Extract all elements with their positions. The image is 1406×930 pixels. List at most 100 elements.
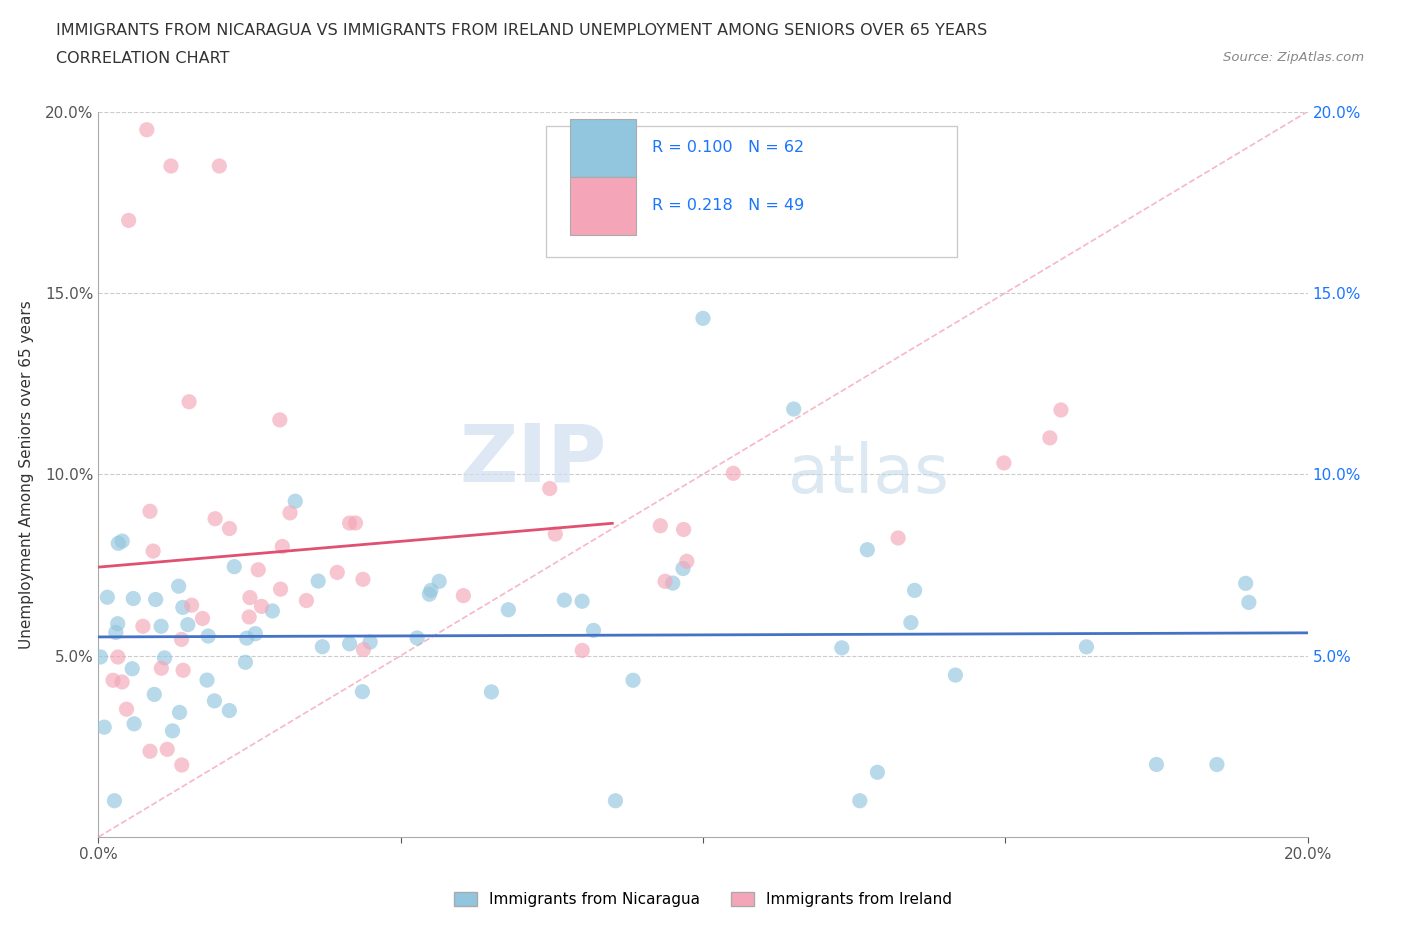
Y-axis label: Unemployment Among Seniors over 65 years: Unemployment Among Seniors over 65 years: [20, 300, 34, 649]
Point: [145, 592, 167, 607]
Point: [359, 634, 381, 649]
Point: [235, 631, 257, 645]
Point: [672, 522, 695, 537]
FancyBboxPatch shape: [546, 126, 957, 257]
Point: [160, 159, 183, 174]
Point: [650, 518, 672, 533]
Point: [107, 617, 129, 631]
Point: [284, 494, 307, 509]
Point: [218, 703, 240, 718]
Point: [571, 643, 593, 658]
Point: [172, 600, 194, 615]
Point: [849, 793, 872, 808]
Legend: Immigrants from Nicaragua, Immigrants from Ireland: Immigrants from Nicaragua, Immigrants fr…: [449, 885, 957, 913]
Text: R = 0.100   N = 62: R = 0.100 N = 62: [652, 140, 804, 155]
Point: [352, 684, 374, 699]
Point: [278, 506, 301, 521]
Point: [121, 661, 143, 676]
Point: [132, 618, 155, 633]
Point: [675, 554, 697, 569]
Point: [208, 159, 231, 174]
Point: [326, 565, 349, 579]
Point: [498, 603, 520, 618]
Point: [191, 611, 214, 626]
Text: atlas: atlas: [787, 442, 949, 507]
Point: [420, 583, 443, 598]
Point: [262, 604, 284, 618]
Point: [139, 744, 162, 759]
Point: [269, 413, 291, 428]
Point: [1234, 576, 1257, 591]
Point: [311, 639, 333, 654]
Point: [672, 561, 695, 576]
Point: [150, 660, 173, 675]
Point: [692, 311, 714, 325]
Point: [202, 694, 225, 709]
Point: [418, 587, 440, 602]
Point: [553, 592, 575, 607]
Point: [1076, 640, 1098, 655]
Point: [993, 456, 1015, 471]
Text: CORRELATION CHART: CORRELATION CHART: [56, 51, 229, 66]
Point: [866, 764, 889, 779]
Point: [139, 504, 162, 519]
Point: [427, 574, 450, 589]
Point: [150, 618, 173, 633]
Text: Source: ZipAtlas.com: Source: ZipAtlas.com: [1223, 51, 1364, 64]
Point: [247, 563, 270, 578]
Point: [180, 598, 202, 613]
Point: [111, 534, 134, 549]
Point: [406, 631, 429, 645]
Text: IMMIGRANTS FROM NICARAGUA VS IMMIGRANTS FROM IRELAND UNEMPLOYMENT AMONG SENIORS : IMMIGRANTS FROM NICARAGUA VS IMMIGRANTS …: [56, 23, 987, 38]
Point: [103, 793, 125, 808]
Point: [170, 631, 193, 646]
Point: [93, 720, 115, 735]
Point: [1039, 431, 1062, 445]
Point: [218, 521, 240, 536]
Point: [122, 716, 145, 731]
Text: R = 0.218   N = 49: R = 0.218 N = 49: [652, 198, 804, 213]
Point: [887, 530, 910, 545]
Point: [156, 742, 179, 757]
Point: [904, 583, 927, 598]
Point: [89, 649, 111, 664]
FancyBboxPatch shape: [569, 119, 637, 177]
Point: [945, 668, 967, 683]
Point: [195, 672, 218, 687]
Point: [783, 402, 806, 417]
Point: [605, 793, 627, 808]
Point: [250, 599, 273, 614]
Point: [339, 515, 361, 530]
Text: ZIP: ZIP: [458, 420, 606, 498]
FancyBboxPatch shape: [569, 177, 637, 235]
Point: [271, 539, 294, 554]
Point: [1206, 757, 1229, 772]
Point: [453, 588, 475, 603]
Point: [101, 672, 124, 687]
Point: [122, 591, 145, 606]
Point: [307, 574, 329, 589]
Point: [204, 512, 226, 526]
Point: [654, 574, 676, 589]
Point: [662, 576, 685, 591]
Point: [856, 542, 879, 557]
Point: [118, 213, 141, 228]
Point: [1144, 757, 1167, 772]
Point: [538, 481, 561, 496]
Point: [295, 593, 318, 608]
Point: [900, 615, 922, 630]
Point: [621, 672, 644, 687]
Point: [270, 581, 292, 596]
Point: [104, 625, 127, 640]
Point: [107, 536, 129, 551]
Point: [197, 629, 219, 644]
Point: [723, 466, 745, 481]
Point: [172, 663, 194, 678]
Point: [135, 123, 157, 138]
Point: [107, 649, 129, 664]
Point: [571, 594, 593, 609]
Point: [1237, 595, 1260, 610]
Point: [115, 702, 138, 717]
Point: [352, 642, 374, 657]
Point: [96, 590, 118, 604]
